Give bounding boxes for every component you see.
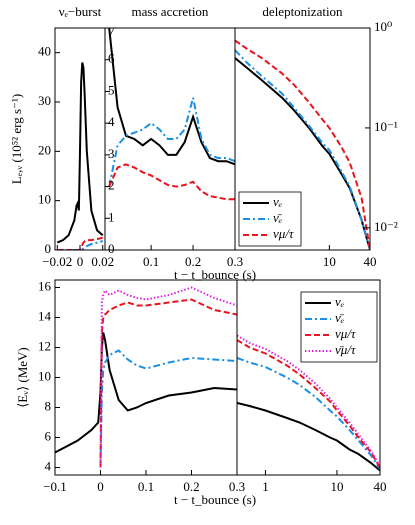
y-tick-label: 40 — [38, 44, 51, 59]
series-line — [237, 402, 380, 472]
series-line — [235, 39, 370, 250]
x-tick-label: 0 — [77, 254, 84, 269]
series-line — [237, 357, 380, 470]
series-line — [237, 339, 380, 469]
series-line — [55, 332, 237, 454]
series-line — [99, 286, 237, 468]
y-tick-label: 20 — [38, 142, 51, 157]
x-tick-label: 0.1 — [143, 254, 159, 269]
y-tick-label: 10⁻² — [374, 219, 398, 234]
y-tick-label: 4 — [45, 458, 52, 473]
series-line — [237, 334, 380, 467]
x-tick-label: 0.02 — [91, 254, 114, 269]
x-axis-label: t − t_bounce (s) — [174, 267, 256, 282]
y-tick-label: 4 — [108, 114, 115, 129]
y-tick-label: 10 — [38, 368, 51, 383]
x-tick-label: 0.2 — [185, 254, 201, 269]
y-tick-label: 0 — [108, 241, 115, 256]
y-tick-label: 30 — [38, 93, 51, 108]
x-tick-label: 0.2 — [183, 479, 199, 494]
legend-label: νₑ — [335, 294, 344, 309]
y-tick-label: 8 — [45, 398, 52, 413]
legend-label: νμ/τ — [273, 226, 295, 241]
x-tick-label: 40 — [374, 479, 387, 494]
plot-frame — [54, 279, 238, 476]
legend-label: ν̄μ/τ — [335, 342, 357, 357]
x-tick-label: −0.02 — [42, 254, 72, 269]
series-line — [57, 236, 103, 250]
y-tick-label: 7 — [108, 24, 115, 39]
series-line — [99, 298, 237, 468]
y-tick-label: 16 — [38, 278, 52, 293]
y-tick-label: 14 — [38, 308, 52, 323]
x-tick-label: 0.3 — [229, 479, 245, 494]
x-tick-label: 0.1 — [138, 479, 154, 494]
x-axis-label: t − t_bounce (s) — [174, 492, 256, 507]
y-tick-label: 5 — [108, 82, 115, 97]
y-tick-label: 0 — [45, 241, 52, 256]
legend-label: ν̄ₑ — [273, 210, 283, 225]
x-tick-label: 1 — [262, 479, 269, 494]
series-line — [235, 49, 370, 250]
x-tick-label: 10 — [330, 479, 343, 494]
x-tick-label: 40 — [364, 254, 377, 269]
panel-title: deleptonization — [262, 4, 343, 19]
x-tick-label: 0.3 — [227, 254, 243, 269]
legend-label: νₑ — [273, 194, 282, 209]
y-tick-label: 12 — [38, 338, 51, 353]
y-tick-label: 10 — [38, 192, 51, 207]
series-line — [57, 240, 103, 250]
panel-title: mass accretion — [132, 4, 209, 19]
y-tick-label: 6 — [108, 51, 115, 66]
series-line — [108, 163, 235, 201]
series-line — [56, 62, 104, 244]
x-tick-label: −0.1 — [43, 479, 67, 494]
y-tick-label: 10⁰ — [374, 19, 392, 34]
y-tick-label: 1 — [108, 209, 115, 224]
series-line — [108, 97, 235, 187]
x-tick-label: 0 — [97, 479, 104, 494]
y-tick-label: 10⁻¹ — [374, 119, 398, 134]
y-tick-label: 6 — [45, 428, 52, 443]
legend-label: ν̄ₑ — [335, 310, 345, 325]
plot-frame — [234, 27, 371, 251]
panel-title: νₑ−burst — [59, 4, 102, 19]
plot-frame — [236, 279, 381, 476]
x-tick-label: 10 — [323, 254, 336, 269]
series-line — [99, 349, 237, 468]
y-axis-label: ⟨Eᵥ⟩ (MeV) — [15, 347, 30, 408]
y-axis-label: Lₑ,ᵥ (10⁵² erg s⁻¹) — [9, 94, 24, 184]
series-line — [108, 28, 235, 166]
legend-label: νμ/τ — [335, 326, 357, 341]
y-tick-label: 2 — [108, 178, 115, 193]
y-tick-label: 3 — [108, 146, 115, 161]
